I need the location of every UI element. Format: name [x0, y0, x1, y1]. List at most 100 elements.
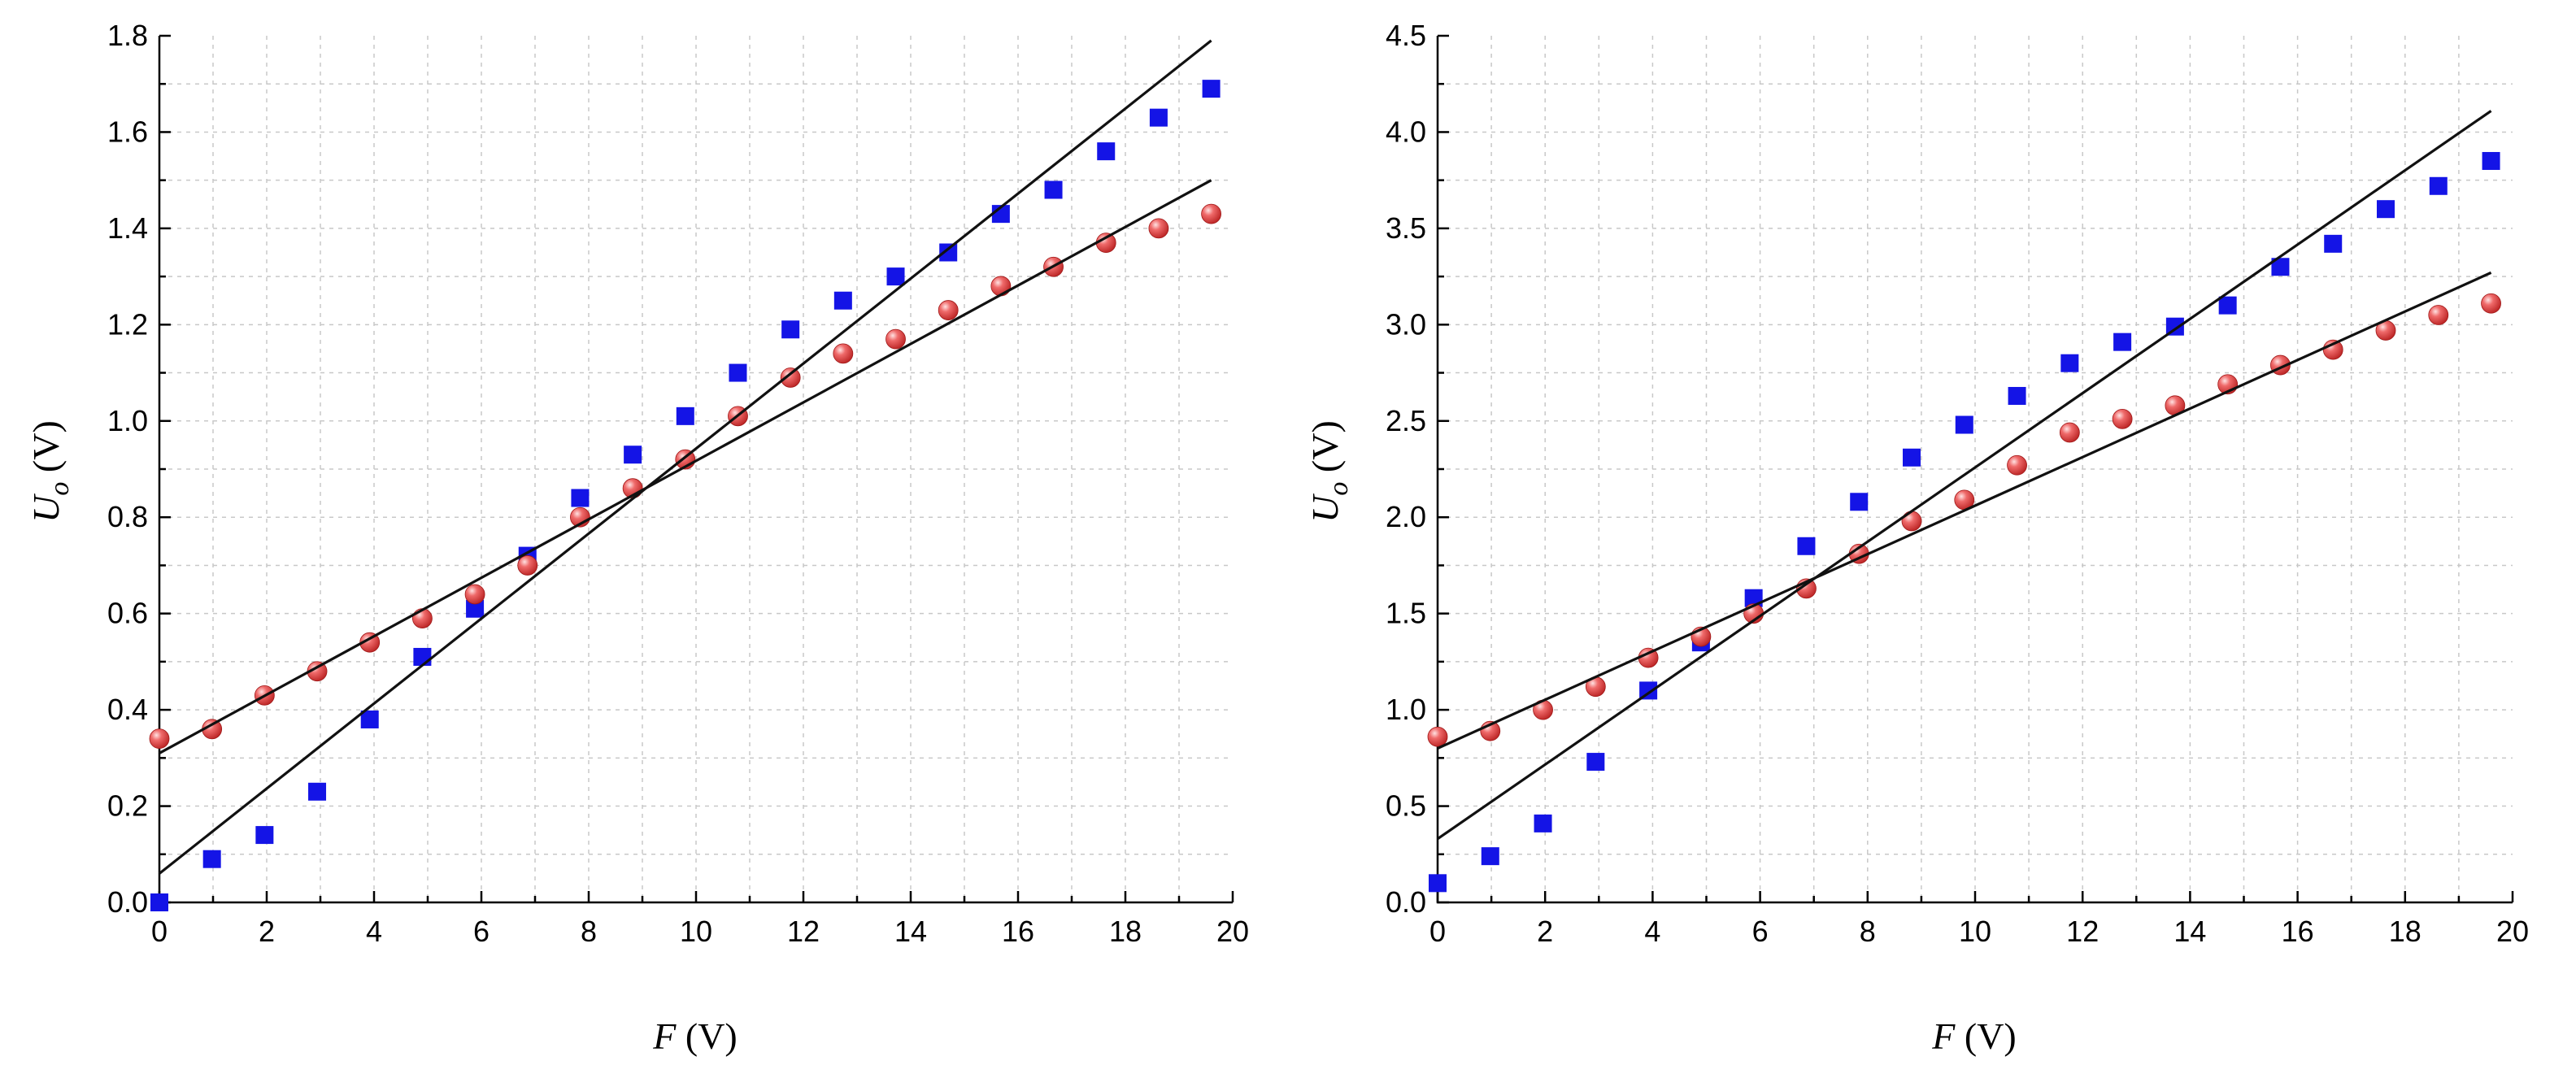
circle-point [149, 728, 170, 750]
square-point [1044, 180, 1063, 199]
x-axis-title: F (V) [1931, 1015, 2016, 1057]
x-tick-label: 10 [1959, 915, 1991, 948]
circle-point [464, 584, 485, 605]
square-point [150, 893, 168, 911]
circle-point [1427, 726, 1448, 747]
square-point [413, 647, 432, 666]
square-point [1481, 847, 1499, 866]
y-tick-label: 4.5 [1386, 19, 1426, 52]
square-point [1097, 142, 1116, 161]
square-point [1903, 448, 1921, 467]
circle-point [2059, 422, 2080, 443]
data-points [1427, 151, 2501, 893]
y-axis-unit: (V) [25, 420, 67, 481]
x-tick-label: 0 [1429, 915, 1446, 948]
square-point [886, 267, 905, 286]
square-point [833, 291, 852, 310]
square-point [729, 363, 747, 382]
x-tick-label: 12 [787, 915, 820, 948]
square-point [1149, 108, 1168, 127]
x-tick-label: 4 [366, 915, 382, 948]
y-tick-label: 1.0 [107, 404, 148, 437]
square-point [360, 710, 379, 728]
x-tick-label: 4 [1644, 915, 1660, 948]
x-axis-var: F [1931, 1015, 1956, 1057]
circle-point [938, 300, 959, 320]
y-tick-label: 0.6 [107, 597, 148, 630]
x-axis-unit: (V) [1955, 1015, 2016, 1057]
x-axis-unit: (V) [676, 1015, 737, 1057]
circle-point [886, 328, 906, 350]
square-point [1797, 537, 1816, 555]
y-tick-label: 4.0 [1386, 115, 1426, 148]
squares-fit-line [1437, 110, 2492, 841]
y-tick-label: 0.4 [107, 693, 148, 726]
y-tick-label: 2.0 [1386, 500, 1426, 533]
x-tick-label: 6 [473, 915, 490, 948]
square-point [2377, 200, 2395, 219]
x-tick-label: 20 [1216, 915, 1249, 948]
y-tick-label: 3.5 [1386, 211, 1426, 245]
square-point [2218, 296, 2237, 315]
square-point [2482, 151, 2500, 170]
x-tick-label: 18 [1109, 915, 1142, 948]
y-axis-sub: o [1324, 482, 1354, 496]
y-tick-label: 1.5 [1386, 597, 1426, 630]
circle-point [1148, 218, 1169, 239]
x-tick-label: 2 [1537, 915, 1553, 948]
grid [159, 36, 1233, 902]
squares-fit-line [159, 39, 1212, 875]
square-point [2113, 333, 2132, 351]
y-tick-label: 1.0 [1386, 693, 1426, 726]
circle-point [412, 608, 433, 628]
square-point [1586, 753, 1605, 772]
square-point [2060, 354, 2079, 372]
x-tick-label: 12 [2066, 915, 2099, 948]
square-point [624, 446, 642, 464]
chart-right-panel: F (V) Uo (V) 0 2 4 6 8 10 12 14 16 18 20 0.0 0.5 1.0 1… [1304, 19, 2529, 1057]
square-point [1202, 80, 1221, 98]
square-point [1955, 415, 1973, 434]
square-point [202, 850, 221, 868]
circle-point [990, 276, 1012, 297]
y-tick-label: 2.5 [1386, 404, 1426, 437]
square-point [466, 599, 485, 618]
y-tick-label: 0.5 [1386, 789, 1426, 823]
circle-point [833, 343, 854, 364]
circle-point [2007, 454, 2027, 476]
circle-point [1095, 233, 1116, 254]
x-axis-var: F [652, 1015, 677, 1057]
y-axis-sub: o [45, 482, 75, 496]
grid [1438, 36, 2513, 902]
x-tick-label: 18 [2389, 915, 2422, 948]
circle-point [2481, 293, 2501, 314]
x-tick-label: 14 [894, 915, 927, 948]
x-tick-label: 8 [1860, 915, 1876, 948]
y-tick-label: 1.4 [107, 211, 148, 245]
y-tick-label: 1.2 [107, 307, 148, 341]
square-point [1534, 814, 1552, 832]
y-tick-label: 1.8 [107, 19, 148, 52]
data-points [149, 80, 1221, 911]
circles-fit-line [159, 179, 1212, 754]
y-tick-label: 1.6 [107, 115, 148, 148]
circle-point [1201, 203, 1221, 224]
circle-point [517, 555, 538, 576]
x-tick-label: 20 [2496, 915, 2529, 948]
circle-point [2428, 305, 2449, 325]
square-point [2429, 176, 2448, 195]
y-tick-label: 0.0 [107, 885, 148, 919]
square-point [676, 406, 694, 425]
x-tick-label: 0 [151, 915, 168, 948]
x-tick-label: 16 [2282, 915, 2314, 948]
circles-fit-line [1437, 271, 2492, 750]
x-tick-label: 16 [1002, 915, 1034, 948]
square-point [781, 320, 800, 339]
y-tick-label: 0.8 [107, 500, 148, 533]
y-axis-var: U [25, 493, 67, 523]
y-tick-label: 0.2 [107, 789, 148, 823]
y-tick-label: 0.0 [1386, 885, 1426, 919]
circle-point [780, 367, 801, 388]
x-tick-label: 8 [581, 915, 597, 948]
